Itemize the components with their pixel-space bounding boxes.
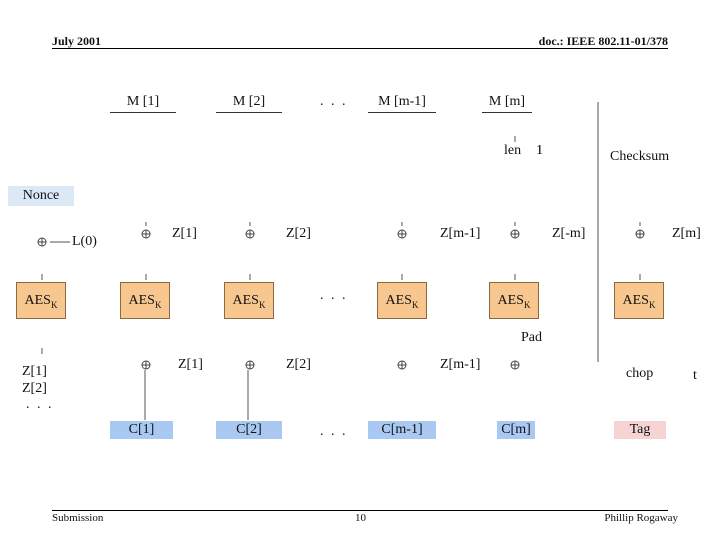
message-block-2: M [2] — [216, 92, 282, 113]
ellipsis-bottom: . . . — [320, 424, 348, 439]
z-top-neg-m: Z[-m] — [552, 226, 586, 241]
aes-block-1: AESK — [120, 282, 170, 319]
z-top-2: Z[2] — [286, 226, 311, 241]
ciphertext-block-2: C[2] — [216, 421, 282, 439]
ellipsis-middle: . . . — [320, 288, 348, 303]
z-bottom-1: Z[1] — [178, 357, 203, 372]
nonce-box: Nonce — [8, 186, 74, 206]
footer-page-number: 10 — [355, 512, 366, 524]
z-left-2: Z[2] — [22, 381, 47, 396]
footer-author: Phillip Rogaway — [604, 512, 678, 524]
footer-rule — [52, 510, 668, 511]
z-top-1: Z[1] — [172, 226, 197, 241]
z-top-m-1: Z[m-1] — [440, 226, 481, 241]
z-top-m: Z[m] — [672, 226, 701, 241]
message-block-m: M [m] — [482, 92, 532, 113]
message-block-m-1: M [m-1] — [368, 92, 436, 113]
z-bottom-m-1: Z[m-1] — [440, 357, 481, 372]
t-label: t — [693, 368, 697, 383]
z-left-ellipsis: . . . — [26, 397, 54, 412]
aes-block-m: AESK — [489, 282, 539, 319]
aes-block-m-1: AESK — [377, 282, 427, 319]
xor-icon-row-bottom — [141, 360, 520, 370]
aes-block-checksum: AESK — [614, 282, 664, 319]
l0-label: L(0) — [72, 234, 97, 249]
xor-icon-row-top — [37, 229, 645, 247]
aes-block-2: AESK — [224, 282, 274, 319]
tag-box: Tag — [614, 421, 666, 439]
footer-submission: Submission — [52, 512, 104, 524]
header-rule — [52, 48, 668, 49]
message-block-1: M [1] — [110, 92, 176, 113]
ciphertext-block-1: C[1] — [110, 421, 173, 439]
aes-block-nonce: AESK — [16, 282, 66, 319]
checksum-label: Checksum — [610, 149, 670, 164]
header-doc-number: doc.: IEEE 802.11-01/378 — [538, 34, 668, 48]
ciphertext-block-m-1: C[m-1] — [368, 421, 436, 439]
ciphertext-block-m: C[m] — [497, 421, 535, 439]
z-bottom-2: Z[2] — [286, 357, 311, 372]
len-label: len — [504, 143, 522, 158]
pad-label: Pad — [521, 330, 542, 345]
ellipsis-top: . . . — [320, 94, 348, 109]
z-left-1: Z[1] — [22, 364, 47, 379]
len-suffix: 1 — [536, 143, 543, 158]
chop-label: chop — [626, 366, 654, 381]
header-date: July 2001 — [52, 34, 102, 48]
